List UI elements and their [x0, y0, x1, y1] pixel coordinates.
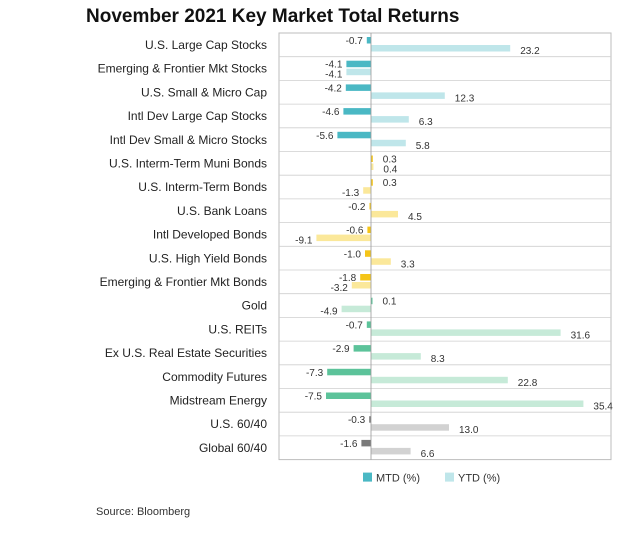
category-label: Midstream Energy [170, 394, 267, 408]
category-label: Gold [242, 299, 267, 313]
mtd-value-label: -1.6 [340, 439, 358, 450]
mtd-bar [345, 84, 371, 91]
mtd-value-label: -0.7 [346, 320, 364, 331]
mtd-bar [367, 226, 371, 234]
mtd-bar [371, 179, 373, 186]
ytd-bar [346, 68, 371, 76]
ytd-bar [371, 400, 584, 407]
mtd-value-label: -5.6 [316, 131, 334, 142]
category-label: U.S. Large Cap Stocks [145, 38, 267, 52]
category-label: U.S. Bank Loans [177, 204, 267, 218]
mtd-bar [361, 439, 371, 447]
ytd-bar [371, 424, 449, 431]
mtd-bar [353, 345, 371, 352]
mtd-bar [327, 368, 371, 376]
mtd-bar [346, 60, 371, 68]
ytd-bar [371, 139, 406, 147]
mtd-value-label: 0.3 [383, 178, 397, 189]
ytd-value-label: 12.3 [455, 93, 475, 104]
ytd-value-label: -3.2 [331, 283, 349, 294]
ytd-value-label: 3.3 [401, 259, 415, 270]
mtd-value-label: -7.5 [305, 392, 323, 403]
ytd-bar [371, 258, 391, 265]
ytd-bar [371, 210, 398, 218]
mtd-bar [366, 37, 371, 44]
ytd-bar [341, 305, 371, 313]
mtd-value-label: -4.1 [325, 60, 343, 71]
legend-swatch [445, 472, 454, 482]
ytd-bar [371, 329, 561, 336]
ytd-value-label: 13.0 [459, 425, 479, 436]
mtd-value-label: -1.0 [344, 249, 362, 260]
ytd-value-label: 31.6 [571, 330, 591, 341]
category-label: U.S. Interm-Term Bonds [138, 180, 267, 194]
ytd-bar [371, 376, 508, 384]
ytd-value-label: -4.9 [320, 307, 338, 318]
ytd-value-label: -4.1 [325, 70, 343, 81]
ytd-bar [371, 353, 421, 360]
mtd-value-label: -2.9 [332, 344, 350, 355]
legend-label: YTD (%) [458, 473, 500, 485]
ytd-bar [371, 163, 374, 170]
ytd-value-label: 23.2 [520, 46, 540, 57]
mtd-bar [371, 155, 373, 162]
mtd-bar [369, 416, 371, 423]
category-label: Intl Developed Bonds [153, 228, 267, 242]
category-label: Ex U.S. Real Estate Securities [105, 346, 267, 360]
mtd-value-label: -4.2 [325, 83, 343, 94]
ytd-bar [371, 116, 409, 123]
mtd-bar [360, 274, 371, 281]
mtd-value-label: -0.6 [346, 226, 364, 237]
ytd-value-label: 8.3 [431, 354, 445, 365]
ytd-value-label: 4.5 [408, 212, 422, 223]
ytd-value-label: 6.6 [421, 449, 435, 460]
category-label: U.S. Small & Micro Cap [141, 85, 267, 99]
mtd-value-label: -1.8 [339, 273, 357, 284]
mtd-bar [366, 321, 371, 328]
mtd-bar [343, 108, 371, 115]
category-label: Commodity Futures [162, 370, 267, 384]
ytd-bar [351, 282, 371, 289]
category-label: U.S. 60/40 [210, 417, 267, 431]
mtd-value-label: -0.3 [348, 415, 366, 426]
ytd-bar [363, 187, 371, 194]
mtd-value-label: 0.1 [383, 297, 397, 308]
mtd-value-label: -4.6 [322, 107, 340, 118]
ytd-value-label: -1.3 [342, 188, 360, 199]
legend-swatch [363, 472, 372, 482]
category-label: U.S. High Yield Bonds [149, 251, 267, 265]
category-label: Global 60/40 [199, 441, 267, 455]
mtd-value-label: -7.3 [306, 368, 324, 379]
mtd-bar [365, 250, 371, 257]
chart-title: November 2021 Key Market Total Returns [86, 6, 460, 27]
legend-label: MTD (%) [376, 473, 420, 485]
source-note: Source: Bloomberg [96, 506, 191, 518]
ytd-value-label: 0.4 [383, 165, 397, 176]
category-label: Emerging & Frontier Mkt Stocks [98, 62, 267, 76]
mtd-value-label: 0.3 [383, 155, 397, 166]
mtd-value-label: -0.2 [348, 202, 366, 213]
ytd-bar [371, 45, 511, 52]
ytd-bar [371, 92, 445, 99]
mtd-bar [337, 131, 371, 139]
category-label: U.S. Interm-Term Muni Bonds [109, 157, 267, 171]
mtd-value-label: -0.7 [346, 36, 364, 47]
mtd-bar [369, 202, 371, 210]
category-label: U.S. REITs [208, 322, 267, 336]
category-label: Intl Dev Small & Micro Stocks [110, 133, 267, 147]
category-label: Intl Dev Large Cap Stocks [128, 109, 267, 123]
mtd-bar [371, 297, 373, 305]
ytd-value-label: -9.1 [295, 236, 313, 247]
ytd-bar [316, 234, 371, 242]
mtd-bar [326, 392, 371, 399]
ytd-value-label: 6.3 [419, 117, 433, 128]
ytd-value-label: 22.8 [518, 378, 538, 389]
ytd-bar [371, 447, 411, 455]
ytd-value-label: 35.4 [593, 402, 613, 413]
category-label: Emerging & Frontier Mkt Bonds [100, 275, 267, 289]
ytd-value-label: 5.8 [416, 141, 430, 152]
